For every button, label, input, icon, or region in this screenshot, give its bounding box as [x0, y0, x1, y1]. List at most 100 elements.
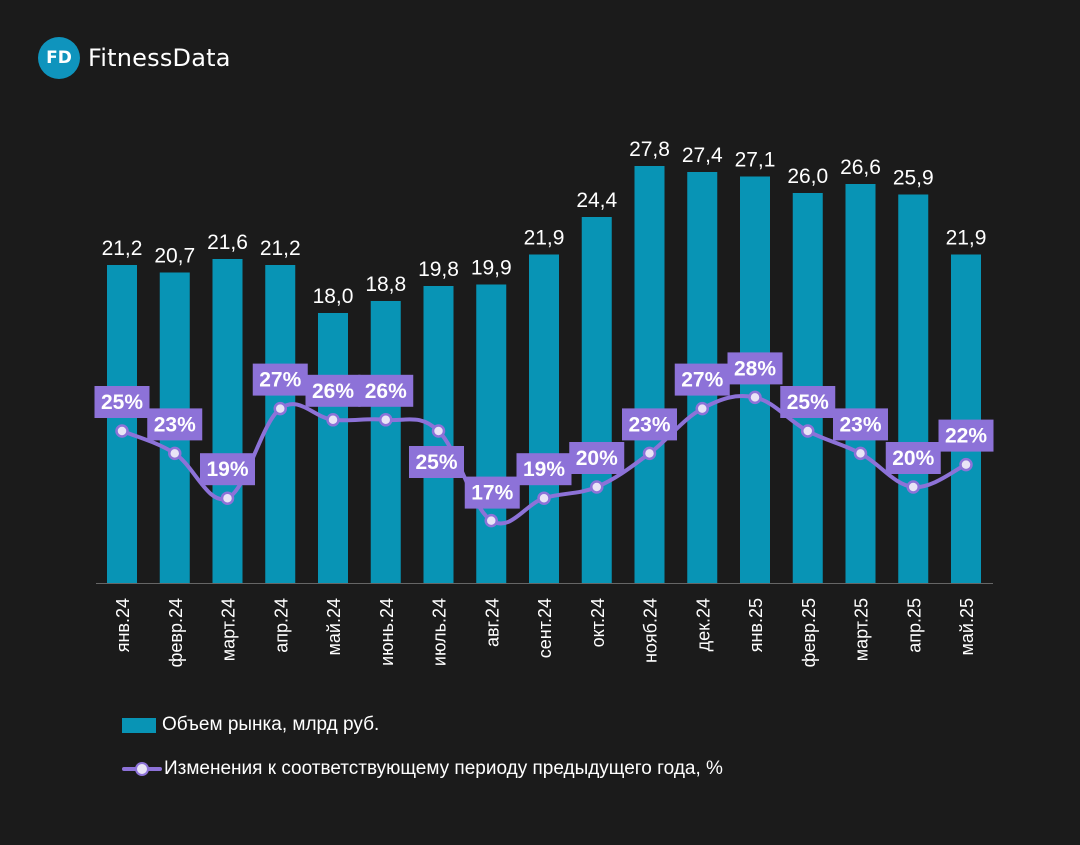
bar-value-label: 26,0: [787, 165, 828, 188]
x-tick-label: янв.24: [113, 598, 133, 652]
x-tick-label: май.24: [324, 598, 344, 655]
line-label-text: 19%: [206, 458, 248, 481]
x-tick-label: нояб.24: [641, 598, 661, 663]
line-value-label: 20%: [569, 442, 625, 474]
line-label-box: [94, 386, 150, 418]
line-label-text: 17%: [471, 482, 513, 505]
line-label-text: 22%: [945, 425, 987, 448]
line-label-text: 27%: [681, 369, 723, 392]
legend-bar-swatch: [122, 717, 156, 733]
bar: [212, 259, 243, 583]
line-label-box: [409, 446, 464, 478]
bar-value-label: 27,4: [682, 144, 723, 167]
legend-item-line: Изменения к соответствующему периоду пре…: [122, 758, 723, 780]
bar-value-label: 19,8: [418, 258, 459, 281]
line-label-text: 25%: [415, 451, 457, 474]
line-label-text: 27%: [259, 369, 301, 392]
line-point: [748, 390, 762, 405]
bar: [529, 254, 559, 583]
bar-value-label: 20,7: [154, 245, 195, 268]
line-label-box: [674, 363, 730, 396]
bar-value-label: 21,2: [102, 237, 143, 260]
line-label-box: [358, 374, 414, 407]
line-point: [590, 480, 604, 494]
line-label-text: 28%: [734, 357, 776, 380]
x-tick-label: окт.24: [588, 598, 608, 647]
line-point: [168, 446, 182, 461]
line-label-box: [780, 386, 836, 418]
brand-name: FitnessData: [88, 44, 231, 72]
line-value-label: 23%: [833, 408, 888, 441]
bar: [951, 254, 981, 583]
line-label-box: [464, 476, 520, 509]
bar-value-label: 21,2: [260, 237, 301, 260]
line-point: [273, 401, 287, 416]
x-tick-label: сент.24: [535, 598, 555, 658]
x-tick-label: февр.25: [799, 598, 819, 667]
line-label-box: [727, 352, 783, 385]
bar-value-label: 27,1: [735, 149, 776, 172]
bar-value-label: 27,8: [629, 138, 670, 161]
line-label-box: [147, 408, 203, 441]
line-value-label: 25%: [780, 386, 836, 418]
line-value-label: 27%: [252, 363, 308, 396]
bar-value-label: 24,4: [576, 189, 617, 212]
line-label-box: [622, 408, 677, 441]
bar: [634, 166, 665, 583]
line-label-text: 23%: [628, 413, 670, 436]
x-tick-label: март.25: [852, 598, 872, 661]
line-label-box: [938, 419, 994, 452]
line-point: [220, 491, 235, 505]
line-label-text: 25%: [101, 391, 143, 414]
legend-line-swatch: [122, 761, 162, 777]
line-value-label: 27%: [674, 363, 730, 396]
x-tick-label: июль.24: [430, 598, 450, 666]
x-tick-label: февр.24: [166, 598, 186, 667]
line-value-label: 23%: [622, 408, 677, 441]
logo-badge: FD: [38, 37, 80, 79]
line-point: [695, 401, 709, 416]
line-value-label: 22%: [938, 419, 994, 452]
x-tick-label: май.25: [957, 598, 977, 655]
legend-label-line: Изменения к соответствующему периоду пре…: [164, 758, 723, 779]
line-label-box: [569, 442, 625, 474]
x-tick-label: авг.24: [482, 598, 502, 647]
line-point: [642, 446, 657, 461]
line-point: [326, 413, 340, 427]
line-label-text: 26%: [312, 380, 354, 403]
line-point: [906, 480, 920, 494]
x-tick-label: янв.25: [746, 598, 766, 652]
line-label-text: 19%: [523, 458, 565, 481]
line-label-box: [252, 363, 308, 396]
bar-value-label: 25,9: [893, 167, 934, 190]
bar: [370, 301, 401, 583]
bar: [898, 194, 929, 583]
line-label-box: [885, 442, 941, 474]
legend-label-bars: Объем рынка, млрд руб.: [162, 714, 380, 735]
line-value-label: 26%: [358, 374, 414, 407]
brand-logo: FD FitnessData: [38, 37, 231, 79]
line-label-box: [833, 408, 888, 441]
line-point: [959, 457, 973, 472]
line-value-label: 19%: [516, 453, 572, 486]
line-point: [484, 513, 498, 528]
line-value-label: 25%: [409, 446, 464, 478]
line-label-box: [200, 453, 255, 486]
bar-value-label: 21,6: [207, 231, 248, 254]
line-point: [853, 446, 868, 461]
x-tick-label: апр.24: [271, 598, 291, 653]
bar: [107, 265, 137, 583]
line-value-label: 28%: [727, 352, 783, 385]
line-point: [379, 413, 393, 427]
line-point: [801, 424, 815, 438]
x-tick-label: апр.25: [904, 598, 924, 653]
line-label-text: 20%: [576, 447, 618, 470]
line-value-label: 26%: [305, 374, 361, 407]
line-value-label: 20%: [885, 442, 941, 474]
line-label-text: 23%: [839, 413, 881, 436]
bar: [318, 313, 348, 583]
line-label-box: [516, 453, 572, 486]
line-label-text: 25%: [787, 391, 829, 414]
